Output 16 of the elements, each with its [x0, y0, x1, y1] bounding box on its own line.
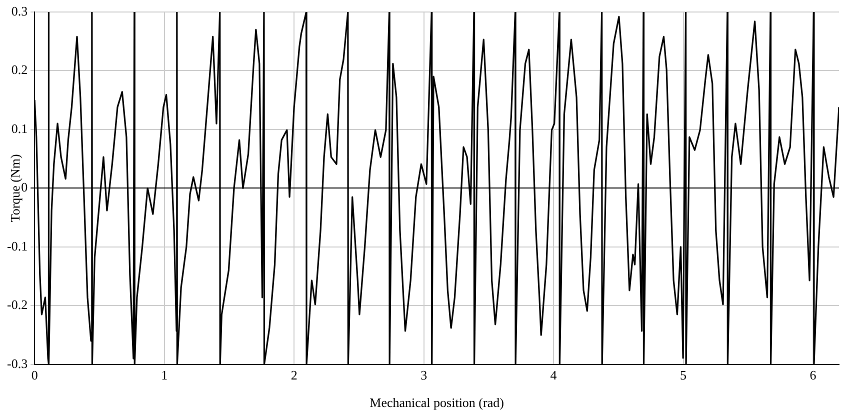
y-tick-label: 0.2: [11, 62, 28, 78]
y-tick-label: -0.2: [6, 297, 28, 312]
y-axis-title: Torque (Nm): [7, 154, 22, 222]
x-tick-label: 1: [161, 368, 168, 383]
y-tick-label: -0.3: [6, 356, 28, 371]
x-tick-label: 2: [290, 368, 298, 383]
y-tick-label: 0.3: [11, 3, 28, 18]
x-axis-title: Mechanical position (rad): [370, 394, 504, 410]
x-tick-label: 4: [550, 368, 558, 383]
x-tick-label: 5: [680, 368, 687, 383]
x-tick-label: 0: [31, 368, 38, 383]
y-tick-label: 0: [21, 180, 28, 195]
x-tick-label: 3: [420, 368, 428, 383]
x-tick-label: 6: [810, 368, 817, 383]
y-tick-label: -0.1: [6, 238, 28, 254]
y-tick-label: 0.1: [11, 120, 28, 136]
